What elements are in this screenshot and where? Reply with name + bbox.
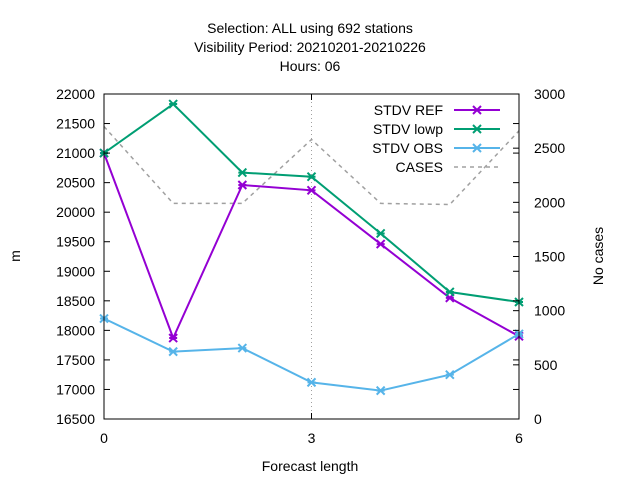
data-point bbox=[375, 239, 386, 249]
legend-label: CASES bbox=[396, 159, 443, 175]
legend-label: STDV REF bbox=[374, 102, 443, 118]
y-tick-label: 20000 bbox=[56, 204, 95, 220]
y2-tick-label: 2000 bbox=[534, 194, 565, 210]
plot-border bbox=[103, 93, 520, 420]
y-tick-label: 21000 bbox=[56, 145, 95, 161]
y-tick-label: 20500 bbox=[56, 175, 95, 191]
legend-entry-stdv-lowp: STDV lowp bbox=[373, 121, 500, 137]
data-point bbox=[237, 343, 248, 353]
data-point bbox=[306, 185, 317, 196]
data-point bbox=[237, 167, 248, 178]
data-point bbox=[306, 377, 317, 388]
y-tick-label: 18500 bbox=[56, 293, 95, 309]
y-tick-label: 19000 bbox=[56, 263, 95, 279]
legend: STDV REF STDV lowp STDV OBS CASES bbox=[372, 102, 500, 175]
data-point bbox=[306, 172, 317, 182]
y2-tick-label: 3000 bbox=[534, 86, 565, 102]
x-tick-label: 6 bbox=[515, 430, 523, 446]
y-tick-label: 19500 bbox=[56, 234, 95, 250]
legend-label: STDV lowp bbox=[373, 121, 443, 137]
legend-entry-stdv-obs: STDV OBS bbox=[372, 140, 500, 156]
data-point bbox=[168, 346, 178, 357]
series-stdv-ref bbox=[99, 148, 524, 343]
x-tick-label: 0 bbox=[100, 430, 108, 446]
y2-tick-label: 500 bbox=[534, 357, 558, 373]
data-point bbox=[168, 99, 178, 109]
series-line-cases bbox=[103, 125, 520, 206]
legend-entry-stdv-ref: STDV REF bbox=[374, 102, 500, 118]
legend-marker bbox=[472, 105, 482, 115]
y-tick-label: 17500 bbox=[56, 352, 95, 368]
chart-title-line-3: Hours: 06 bbox=[280, 58, 341, 74]
data-point bbox=[445, 369, 455, 380]
y-tick-label: 22000 bbox=[56, 86, 95, 102]
series-cases bbox=[103, 125, 520, 206]
y2-tick-label: 0 bbox=[534, 411, 542, 427]
y2-tick-label: 1500 bbox=[534, 249, 565, 265]
y-tick-label: 21500 bbox=[56, 116, 95, 132]
y2-tick-label: 1000 bbox=[534, 303, 565, 319]
y-tick-label: 16500 bbox=[56, 411, 95, 427]
y-axis-label: m bbox=[7, 250, 23, 262]
legend-label: STDV OBS bbox=[372, 140, 443, 156]
data-point bbox=[445, 287, 455, 297]
axis-ticks: 1650017000175001800018500190001950020000… bbox=[56, 86, 565, 446]
chart-title-line-2: Visibility Period: 20210201-20210226 bbox=[194, 39, 426, 55]
y-tick-label: 18000 bbox=[56, 322, 95, 338]
x-tick-label: 3 bbox=[308, 430, 316, 446]
plot-area bbox=[99, 99, 524, 396]
y-tick-label: 17000 bbox=[56, 381, 95, 397]
data-point bbox=[375, 385, 386, 396]
legend-marker bbox=[472, 124, 482, 134]
y2-tick-label: 2500 bbox=[534, 140, 565, 156]
data-point bbox=[237, 180, 248, 190]
data-point bbox=[168, 333, 178, 343]
x-axis-label: Forecast length bbox=[262, 458, 359, 474]
data-point bbox=[375, 228, 386, 239]
series-stdv-lowp bbox=[99, 99, 524, 307]
chart-title-line-1: Selection: ALL using 692 stations bbox=[207, 20, 413, 36]
y2-axis-label: No cases bbox=[590, 227, 606, 285]
legend-entry-cases: CASES bbox=[396, 159, 500, 175]
legend-marker bbox=[472, 143, 482, 153]
